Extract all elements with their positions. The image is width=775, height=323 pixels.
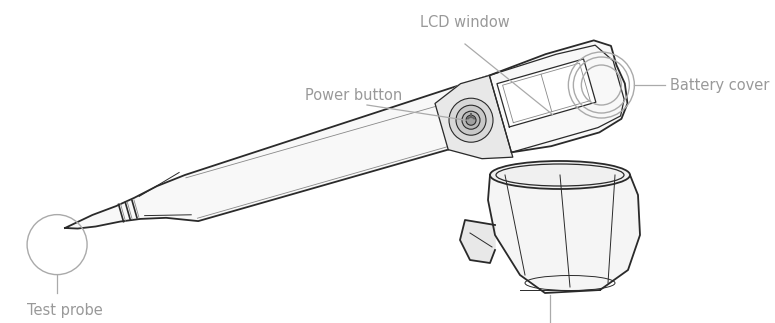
Circle shape bbox=[462, 111, 480, 129]
Polygon shape bbox=[497, 59, 596, 127]
Polygon shape bbox=[435, 76, 513, 159]
Polygon shape bbox=[65, 40, 628, 229]
Circle shape bbox=[449, 98, 493, 142]
Text: Test probe: Test probe bbox=[27, 303, 103, 318]
Ellipse shape bbox=[490, 161, 630, 189]
Text: Battery cover: Battery cover bbox=[670, 78, 770, 92]
Polygon shape bbox=[460, 220, 495, 263]
Circle shape bbox=[466, 115, 476, 125]
Circle shape bbox=[456, 105, 486, 135]
Text: Power button: Power button bbox=[305, 88, 402, 102]
Polygon shape bbox=[488, 175, 640, 293]
Text: LCD window: LCD window bbox=[420, 15, 510, 30]
